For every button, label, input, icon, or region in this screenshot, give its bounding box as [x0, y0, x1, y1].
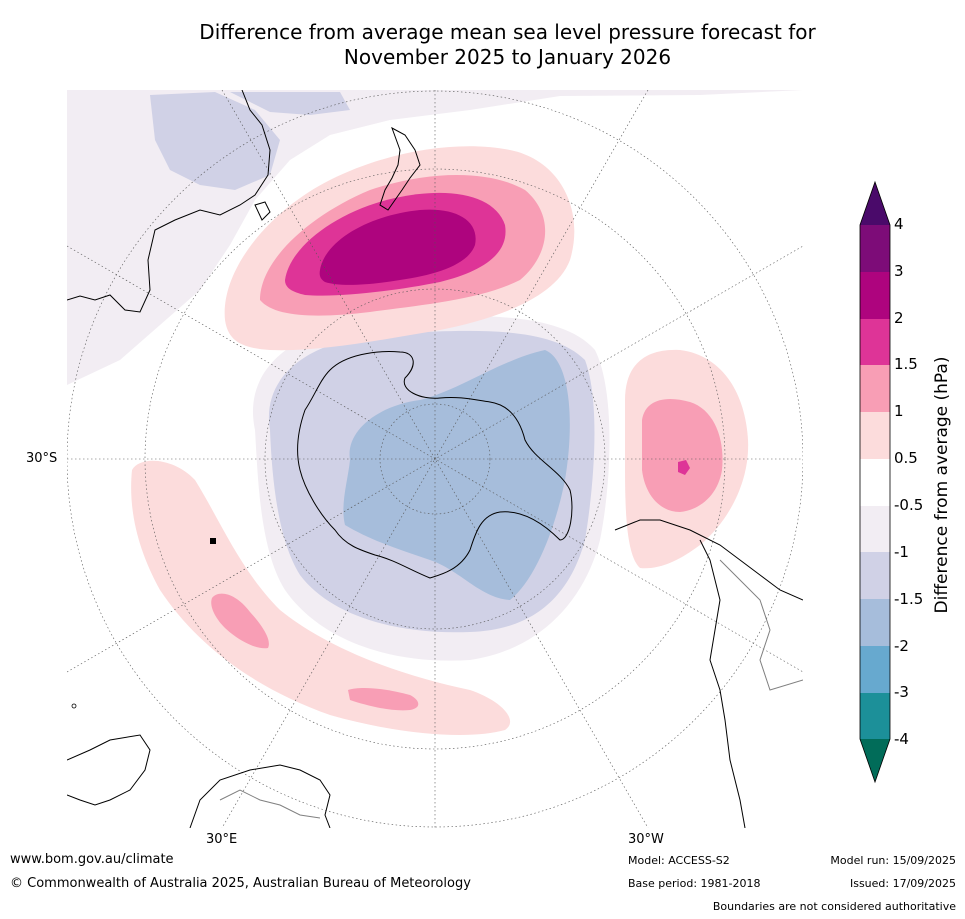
colorbar-tick-1: 1: [894, 402, 904, 420]
antarctica-coast: [297, 351, 573, 579]
colorbar-tick-4: 4: [894, 215, 904, 233]
colorbar-tick-1-5: 1.5: [894, 355, 918, 373]
nz-coast: [379, 126, 421, 211]
footer-issued: Issued: 17/09/2025: [849, 877, 956, 890]
footer-base-period: Base period: 1981-2018: [628, 877, 761, 890]
colorbar-bin-neg-0-5-to-neg-1: [860, 506, 890, 552]
colorbar-tick-neg-3: -3: [894, 683, 909, 701]
south-america-border: [719, 559, 803, 691]
anomaly-region-pos-0-5-indian: [131, 460, 511, 735]
colorbar-tick-neg-0-5: -0.5: [894, 496, 924, 514]
colorbar-tick-3: 3: [894, 262, 904, 280]
colorbar: [859, 180, 891, 784]
colorbar-title: Difference from average (hPa): [932, 356, 952, 614]
colorbar-tick-neg-4: -4: [894, 730, 909, 748]
colorbar-tick-neg-1-5: -1.5: [894, 590, 924, 608]
title-line-1: Difference from average mean sea level p…: [199, 20, 816, 44]
colorbar-bin-2-to-3: [860, 272, 890, 319]
lat-label-30s: 30°S: [26, 451, 58, 466]
footer-disclaimer: Boundaries are not considered authoritat…: [712, 900, 956, 913]
anomaly-region-pos-1-indian-a: [211, 593, 269, 649]
colorbar-tick-0-5: 0.5: [894, 449, 918, 467]
colorbar-bottom-extension: [860, 739, 890, 782]
colorbar-bin-1-to-1-5: [860, 365, 890, 412]
anomaly-region-pos-1-indian-b: [348, 687, 419, 711]
colorbar-bin-neg-1-to-neg-1-5: [860, 552, 890, 599]
colorbar-bin-neg-3-to-neg-4: [860, 693, 890, 739]
footer-url: www.bom.gov.au/climate: [10, 852, 174, 867]
graticule: [67, 90, 803, 828]
anomaly-region-pos-1-atlantic: [642, 399, 723, 512]
africa-coast: [67, 734, 331, 828]
colorbar-bin-neg-2-to-neg-3: [860, 646, 890, 693]
colorbar-tick-2: 2: [894, 309, 904, 327]
island-kerguelen: [210, 538, 216, 544]
colorbar-bin-0-5-to-1: [860, 412, 890, 459]
colorbar-bin-neg-1-5-to-neg-2: [860, 599, 890, 646]
africa-border: [219, 789, 321, 819]
footer-model: Model: ACCESS-S2: [628, 854, 730, 867]
colorbar-top-extension: [860, 182, 890, 225]
chart-title: Difference from average mean sea level p…: [0, 20, 965, 70]
island-marion: [71, 703, 77, 709]
colorbar-tick-neg-2: -2: [894, 637, 909, 655]
anomaly-region-pos-2-nz: [319, 209, 476, 285]
australia-coast: [67, 90, 271, 313]
title-line-2: November 2025 to January 2026: [343, 45, 672, 69]
lon-label-30w: 30°W: [628, 832, 664, 847]
colorbar-bin-neutral: [860, 459, 890, 506]
anomaly-region-pos-2-atlantic: [678, 460, 690, 475]
anomaly-region-neg-1-australia: [150, 92, 280, 190]
anomaly-region-neg-1-5-antarctica: [343, 350, 570, 600]
lon-label-30e: 30°E: [206, 832, 238, 847]
colorbar-bin-3-to-4: [860, 225, 890, 272]
colorbar-bin-1-5-to-2: [860, 319, 890, 365]
footer-copyright: © Commonwealth of Australia 2025, Austra…: [10, 876, 471, 891]
footer-model-run: Model run: 15/09/2025: [830, 854, 956, 867]
tasmania-coast: [254, 201, 271, 221]
colorbar-tick-neg-1: -1: [894, 543, 909, 561]
south-america-coast: [614, 519, 803, 828]
